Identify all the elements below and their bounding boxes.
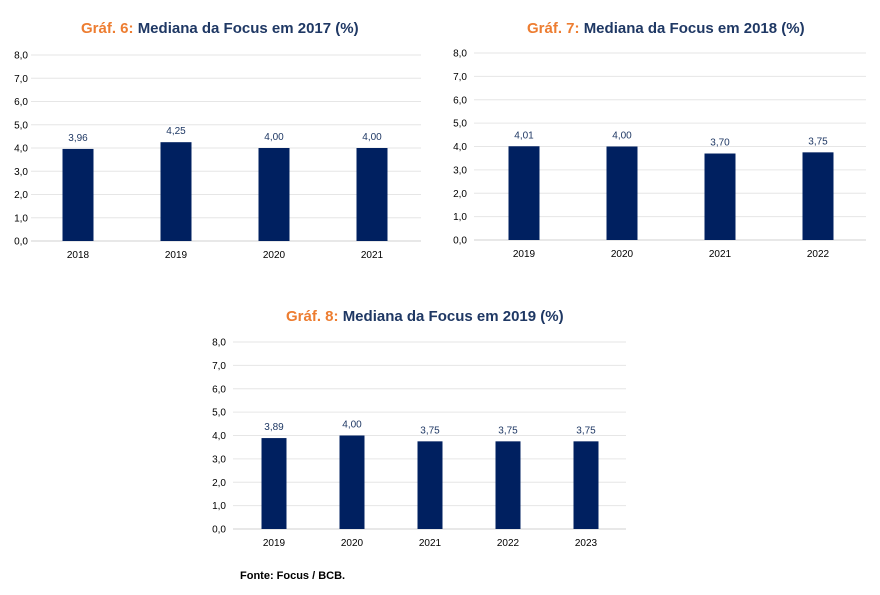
chart-8-bar-2023 [573,441,599,529]
chart-8-x-tick-label: 2020 [341,538,364,549]
chart-6-y-tick-label: 3,0 [14,167,28,178]
chart-8-bar-2022 [495,441,521,529]
chart-7-bar-2022 [802,152,834,240]
chart-8-y-tick-label: 0,0 [212,525,226,536]
chart-6-bar-2018 [62,148,94,241]
chart-6-data-label: 3,96 [68,133,88,144]
chart-7-bar-2021 [704,153,736,240]
chart-8-y-tick-label: 8,0 [212,338,226,349]
chart-7-x-tick-label: 2019 [513,249,536,260]
chart-8-y-tick-label: 2,0 [212,478,226,489]
chart-6-y-tick-label: 5,0 [14,120,28,131]
chart-8-title-prefix: Gráf. 8: [286,308,339,325]
chart-7-y-tick-label: 7,0 [453,72,467,83]
chart-7-title: Gráf. 7: Mediana da Focus em 2018 (%) [527,20,805,37]
chart-8-y-tick-label: 7,0 [212,361,226,372]
chart-7-data-label: 4,00 [612,131,632,142]
chart-6-title-text: Mediana da Focus em 2017 (%) [137,20,359,37]
chart-8-x-tick-label: 2019 [263,538,286,549]
chart-6-y-tick-label: 0,0 [14,237,28,248]
chart-7-y-tick-label: 8,0 [453,49,467,60]
chart-8-title-text: Mediana da Focus em 2019 (%) [342,308,564,325]
chart-6-x-tick-label: 2021 [361,250,384,261]
chart-6-x-tick-label: 2020 [263,250,286,261]
chart-7-y-tick-label: 0,0 [453,236,467,247]
chart-6-title: Gráf. 6: Mediana da Focus em 2017 (%) [81,20,359,37]
chart-7-y-tick-label: 4,0 [453,142,467,153]
chart-8-bar-2020 [339,435,365,529]
chart-7-data-label: 4,01 [514,130,534,141]
chart-8-y-tick-label: 3,0 [212,454,226,465]
chart-8-data-label: 3,75 [576,425,596,436]
chart-6-data-label: 4,00 [362,132,382,143]
chart-6-x-tick-label: 2018 [67,250,90,261]
chart-8-data-label: 4,00 [342,420,362,431]
chart-6-y-tick-label: 1,0 [14,213,28,224]
chart-6-y-tick-label: 6,0 [14,97,28,108]
chart-7-bar-2020 [606,146,638,240]
chart-6-bar-2021 [356,148,388,241]
chart-8-data-label: 3,75 [420,425,440,436]
chart-8-title: Gráf. 8: Mediana da Focus em 2019 (%) [286,308,564,325]
chart-7-data-label: 3,70 [710,138,730,149]
chart-8-y-tick-label: 1,0 [212,501,226,512]
chart-7-y-tick-label: 1,0 [453,212,467,223]
chart-6-y-tick-label: 8,0 [14,51,28,62]
chart-8-x-tick-label: 2022 [497,538,520,549]
chart-6-y-tick-label: 2,0 [14,190,28,201]
chart-6-data-label: 4,25 [166,126,186,137]
chart-8-data-label: 3,75 [498,425,518,436]
chart-6-bar-2020 [258,148,290,241]
chart-6-y-tick-label: 4,0 [14,144,28,155]
chart-7-y-tick-label: 5,0 [453,119,467,130]
chart-6-bar-2019 [160,142,192,241]
chart-8-data-label: 3,89 [264,422,284,433]
chart-6-data-label: 4,00 [264,132,284,143]
chart-7-data-label: 3,75 [808,136,828,147]
chart-7-bar-2019 [508,146,540,240]
chart-7-title-text: Mediana da Focus em 2018 (%) [583,20,805,37]
chart-8-bar-2019 [261,438,287,529]
chart-8-bar-2021 [417,441,443,529]
chart-7-y-tick-label: 2,0 [453,189,467,200]
chart-7-x-tick-label: 2022 [807,249,830,260]
chart-6-x-tick-label: 2019 [165,250,188,261]
chart-8-y-tick-label: 6,0 [212,384,226,395]
chart-8-y-tick-label: 5,0 [212,408,226,419]
chart-7-y-tick-label: 6,0 [453,95,467,106]
chart-8-y-tick-label: 4,0 [212,431,226,442]
chart-7-title-prefix: Gráf. 7: [527,20,580,37]
chart-6-title-prefix: Gráf. 6: [81,20,134,37]
chart-8-x-tick-label: 2023 [575,538,598,549]
chart-8-x-tick-label: 2021 [419,538,442,549]
chart-7-x-tick-label: 2021 [709,249,732,260]
chart-6-y-tick-label: 7,0 [14,74,28,85]
chart-7-y-tick-label: 3,0 [453,165,467,176]
chart-7-x-tick-label: 2020 [611,249,634,260]
source-note: Fonte: Focus / BCB. [240,570,346,582]
